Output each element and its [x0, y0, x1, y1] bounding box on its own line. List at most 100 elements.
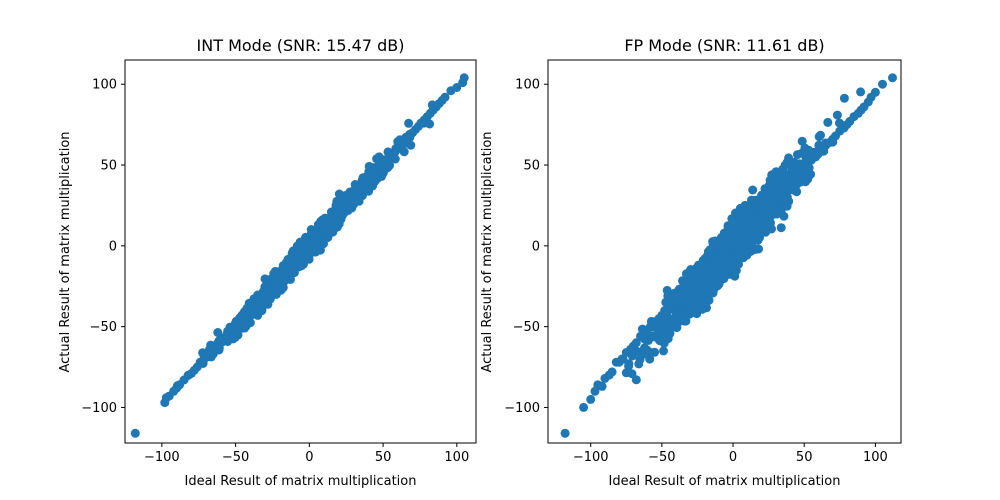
int-mode-x-axis-label: Ideal Result of matrix multiplication: [185, 474, 417, 489]
fp-mode-y-tick-label: 0: [532, 239, 540, 254]
fp-mode-title: FP Mode (SNR: 11.61 dB): [624, 36, 824, 55]
fp-mode-cloud-point: [659, 346, 668, 356]
fp-mode-x-tick-label: −50: [648, 450, 675, 465]
fp-mode-y-tick-label: 50: [523, 159, 540, 174]
fp-mode-cloud-point: [645, 354, 655, 364]
fp-mode-cloud-point: [743, 202, 753, 212]
fp-mode-cloud-point: [653, 325, 663, 335]
fp-mode-x-axis-label: Ideal Result of matrix multiplication: [609, 474, 841, 489]
fp-mode-cloud-point: [709, 237, 719, 247]
fp-mode-cloud-point: [727, 254, 736, 264]
fp-mode-cloud-point: [800, 175, 810, 185]
fp-mode-cloud-point: [823, 117, 833, 127]
int-mode-x-tick-label: −50: [222, 450, 249, 465]
int-mode-y-tick-label: −100: [81, 401, 117, 416]
fp-mode-cloud-point: [767, 224, 776, 234]
fp-mode-data-point: [617, 354, 627, 364]
fp-mode-cloud-point: [797, 136, 807, 146]
fp-mode-cloud-point: [754, 244, 763, 254]
fp-mode-x-ticks: −100 −50 0 50 100: [573, 443, 888, 465]
fp-mode-cloud-point: [764, 184, 774, 194]
int-mode-title: INT Mode (SNR: 15.47 dB): [197, 36, 405, 55]
int-mode-x-tick-label: 0: [305, 450, 313, 465]
fp-mode-subplot: −100 −50 0 50 100 −100 −50 0 50 100 FP Mode (SNR…: [480, 36, 902, 489]
fp-mode-cloud-point: [750, 227, 760, 237]
fp-mode-x-tick-label: 50: [796, 450, 813, 465]
fp-mode-cloud-point: [762, 213, 772, 223]
fp-mode-y-tick-label: −100: [504, 401, 540, 416]
fp-mode-cloud-point: [690, 308, 700, 318]
fp-mode-cloud-point: [709, 272, 719, 281]
fp-mode-cloud-point: [816, 130, 825, 140]
int-mode-data-point: [130, 428, 140, 438]
fp-mode-cloud-point: [682, 297, 692, 307]
int-mode-points: [130, 73, 469, 438]
int-mode-x-ticks: −100 −50 0 50 100: [144, 443, 469, 465]
int-mode-axes-frame: [124, 59, 477, 444]
fp-mode-cloud-point: [776, 223, 786, 233]
fp-mode-cloud-point: [631, 375, 641, 385]
fp-mode-axes-frame: [547, 59, 902, 444]
fp-mode-cloud-point: [781, 170, 791, 180]
int-mode-y-tick-label: 50: [100, 159, 117, 174]
int-mode-x-tick-label: −100: [144, 450, 180, 465]
int-mode-cloud-point: [230, 333, 240, 342]
int-mode-cloud-point: [332, 196, 342, 206]
fp-mode-cloud-point: [722, 264, 732, 274]
fp-mode-cloud-point: [672, 323, 682, 333]
fp-mode-cloud-point: [674, 310, 684, 320]
int-mode-y-ticks: −100 −50 0 50 100: [81, 78, 125, 416]
fp-mode-data-point: [586, 394, 596, 404]
fp-mode-cloud-point: [772, 176, 782, 185]
fp-mode-data-point: [631, 338, 641, 348]
fp-mode-data-point: [607, 367, 617, 377]
int-mode-x-tick-label: 100: [444, 450, 469, 465]
fp-mode-y-tick-label: 100: [515, 78, 540, 93]
fp-mode-data-point: [878, 79, 887, 89]
fp-mode-points: [560, 73, 897, 438]
int-mode-subplot: −100 −50 0 50 100 −100 −50 0 50 100 INT Mode (SN…: [58, 36, 477, 489]
fp-mode-cloud-point: [735, 248, 745, 258]
fp-mode-cloud-point: [782, 201, 792, 211]
int-mode-cloud-point: [372, 154, 382, 164]
int-mode-data-point: [452, 83, 462, 92]
fp-mode-data-point: [597, 381, 607, 391]
fp-mode-data-point: [888, 73, 897, 83]
int-mode-x-tick-label: 50: [375, 450, 392, 465]
fp-mode-y-ticks: −100 −50 0 50 100: [504, 78, 548, 416]
fp-mode-cloud-point: [788, 161, 798, 171]
fp-mode-cloud-point: [698, 280, 708, 290]
fp-mode-cloud-point: [804, 145, 814, 155]
fp-mode-cloud-point: [839, 93, 849, 103]
int-mode-cloud-point: [213, 328, 223, 337]
fp-mode-x-tick-label: −100: [573, 450, 609, 465]
fp-mode-cloud-point: [832, 110, 842, 120]
fp-mode-cloud-point: [664, 330, 674, 339]
int-mode-data-point: [459, 73, 469, 83]
int-mode-y-axis-label: Actual Result of matrix multiplication: [58, 131, 73, 372]
fp-mode-y-axis-label: Actual Result of matrix multiplication: [480, 131, 495, 372]
fp-mode-cloud-point: [789, 185, 799, 195]
fp-mode-cloud-point: [693, 300, 703, 310]
fp-mode-cloud-point: [784, 153, 794, 163]
fp-mode-cloud-point: [733, 220, 743, 230]
int-mode-y-tick-label: 100: [92, 78, 117, 93]
int-mode-y-tick-label: −50: [90, 320, 117, 335]
fp-mode-data-point: [579, 402, 589, 412]
fp-mode-cloud-point: [634, 359, 644, 369]
int-mode-cloud-point: [404, 118, 414, 128]
fp-mode-cloud-point: [647, 331, 657, 341]
int-mode-data-point: [440, 92, 450, 102]
fp-mode-cloud-point: [793, 150, 802, 160]
fp-mode-cloud-point: [856, 87, 866, 97]
fp-mode-cloud-point: [730, 271, 740, 281]
fp-mode-data-point: [870, 87, 880, 97]
fp-mode-x-tick-label: 0: [729, 450, 737, 465]
fp-mode-data-point: [560, 428, 570, 438]
int-mode-y-tick-label: 0: [109, 239, 117, 254]
fp-mode-y-tick-label: −50: [513, 320, 540, 335]
fp-mode-x-tick-label: 100: [863, 450, 888, 465]
fp-mode-cloud-point: [748, 185, 758, 195]
fp-mode-cloud-point: [645, 347, 654, 357]
